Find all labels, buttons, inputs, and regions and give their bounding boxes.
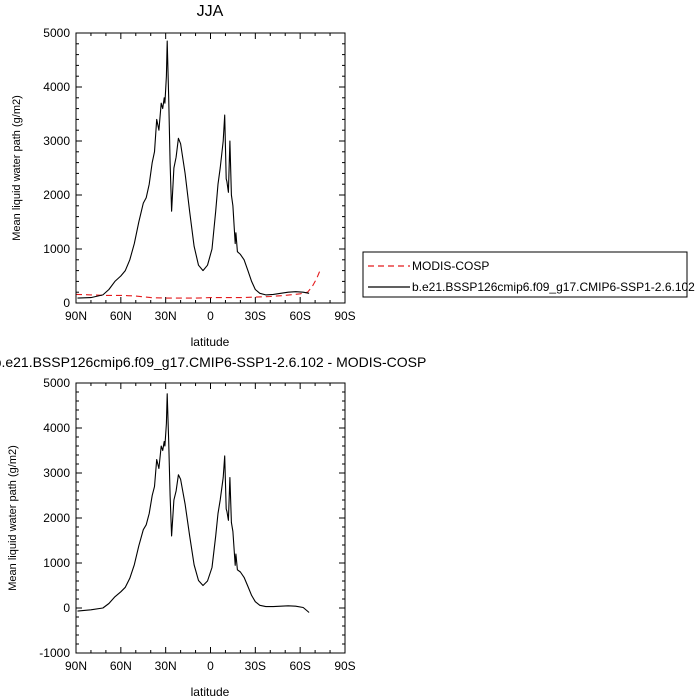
y-tick-label: 4000 [43, 80, 70, 94]
series-line-0 [75, 267, 322, 299]
bottom-panel-lines [77, 393, 310, 613]
y-tick-label: 4000 [43, 421, 70, 435]
series-line-1 [77, 40, 310, 299]
bottom-panel-xlabel: latitude [191, 685, 230, 699]
top-panel-title: JJA [197, 3, 224, 20]
legend-label-modis: MODIS-COSP [412, 259, 489, 273]
top-panel-lines [75, 40, 322, 299]
x-tick-label: 30N [155, 659, 177, 673]
y-tick-label: 2000 [43, 188, 70, 202]
x-tick-label: 90S [334, 309, 355, 323]
x-tick-label: 60S [289, 309, 310, 323]
y-tick-label: 3000 [43, 134, 70, 148]
x-tick-label: 0 [207, 309, 214, 323]
bottom-panel-title: b.e21.BSSP126cmip6.f09_g17.CMIP6-SSP1-2.… [0, 354, 426, 370]
y-tick-label: 0 [63, 296, 70, 310]
legend: MODIS-COSP b.e21.BSSP126cmip6.f09_g17.CM… [362, 251, 695, 298]
top-panel-ticks: 90N 60N 30N 0 30S 60S 90S 0 1000 2000 3000 4000 5000 [43, 26, 355, 323]
x-tick-label: 30N [155, 309, 177, 323]
legend-box [362, 251, 688, 298]
top-panel-ylabel: Mean liquid water path (g/m2) [11, 95, 23, 241]
x-tick-label: 60N [110, 309, 132, 323]
x-tick-label: 30S [245, 309, 266, 323]
y-tick-label: 1000 [43, 242, 70, 256]
x-tick-label: 90S [334, 659, 355, 673]
y-tick-label: 3000 [43, 466, 70, 480]
bottom-panel: b.e21.BSSP126cmip6.f09_g17.CMIP6-SSP1-2.… [0, 354, 426, 699]
x-tick-label: 90N [65, 309, 87, 323]
y-tick-label: 0 [63, 601, 70, 615]
series-line-0 [77, 393, 310, 613]
bottom-panel-ylabel: Mean liquid water path (g/m2) [7, 445, 19, 591]
top-panel-xlabel: latitude [191, 335, 230, 349]
x-tick-label: 0 [207, 659, 214, 673]
x-tick-label: 60S [289, 659, 310, 673]
x-tick-label: 30S [245, 659, 266, 673]
legend-label-model: b.e21.BSSP126cmip6.f09_g17.CMIP6-SSP1-2.… [412, 280, 695, 294]
x-tick-label: 60N [110, 659, 132, 673]
y-tick-label: 5000 [43, 376, 70, 390]
y-tick-label: 1000 [43, 556, 70, 570]
y-tick-label: -1000 [39, 646, 70, 660]
y-tick-label: 5000 [43, 26, 70, 40]
x-tick-label: 90N [65, 659, 87, 673]
top-panel: JJA Mean liquid water path (g/m2) latitu… [11, 3, 356, 349]
bottom-panel-ticks: 90N 60N 30N 0 30S 60S 90S -1000 0 1000 2000 3000 400… [39, 376, 355, 673]
bottom-panel-frame [75, 382, 346, 654]
y-tick-label: 2000 [43, 511, 70, 525]
top-panel-frame [75, 32, 346, 304]
